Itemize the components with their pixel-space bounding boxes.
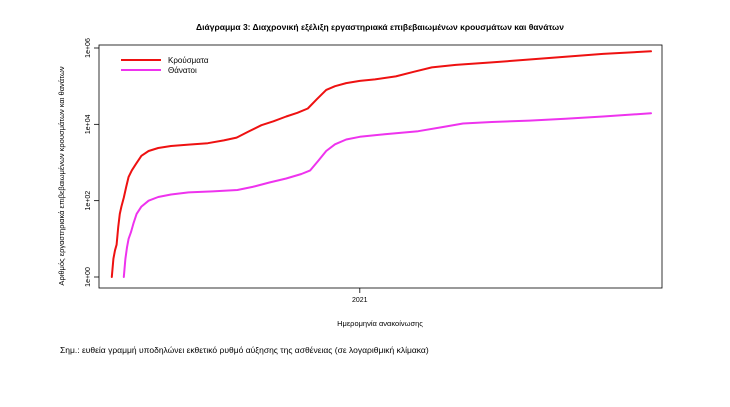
- series-line-deaths: [122, 112, 652, 278]
- y-axis-label: Αριθμός εργαστηριακά επιβεβαιωμένων κρου…: [57, 66, 66, 285]
- y-tick-label: 1e+06: [85, 38, 92, 58]
- chart-title: Διάγραμμα 3: Διαχρονική εξέλιξη εργαστηρ…: [196, 22, 564, 32]
- y-tick-label: 1e+02: [85, 191, 92, 211]
- x-tick-label: 2021: [352, 297, 368, 304]
- x-axis-label: Ημερομηνία ανακοίνωσης: [337, 319, 423, 328]
- y-tick-label: 1e+04: [85, 114, 92, 134]
- plot-frame: [98, 44, 663, 289]
- series-line-cases: [110, 50, 652, 278]
- footnote: Σημ.: ευθεία γραμμή υποδηλώνει εκθετικό …: [60, 345, 429, 355]
- legend-label: Θάνατοι: [168, 66, 197, 75]
- y-tick-label: 1e+00: [85, 267, 92, 287]
- legend-label: Κρούσματα: [168, 56, 209, 65]
